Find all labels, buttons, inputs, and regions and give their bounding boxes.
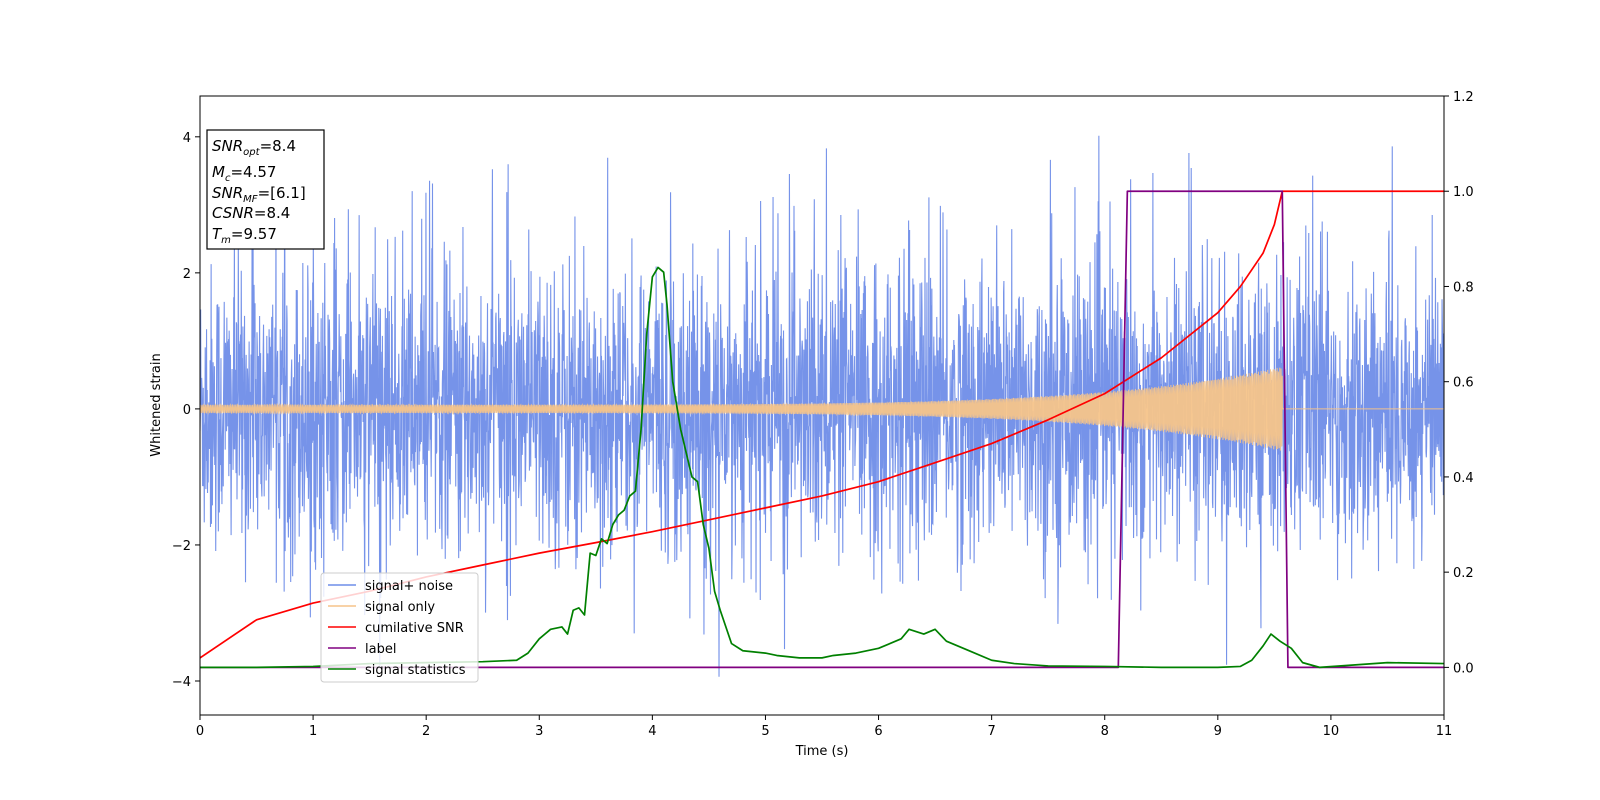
x-tick-label: 10	[1323, 724, 1340, 739]
y2-tick-label: 0.8	[1453, 280, 1474, 295]
legend-entry-signal-only: signal only	[328, 600, 435, 615]
series-label-line	[200, 190, 1444, 669]
annotation-snr-mf: SNRMF=[6.1]	[212, 184, 306, 205]
y-tick-label: −2	[172, 539, 191, 554]
svg-text:label: label	[365, 642, 396, 657]
y-axis-ticks: −4 −2 0 2 4	[172, 131, 200, 690]
legend: signal+ noise signal only cumilative SNR…	[320, 572, 479, 683]
legend-entry-signal-statistics: signal statistics	[328, 663, 466, 678]
y2-tick-label: 1.0	[1453, 185, 1474, 200]
legend-entry-cumulative-snr: cumilative SNR	[328, 621, 464, 636]
x-tick-label: 4	[648, 724, 656, 739]
y2-tick-label: 1.2	[1453, 90, 1474, 105]
y2-tick-label: 0.4	[1453, 471, 1474, 486]
x-tick-label: 1	[309, 724, 317, 739]
x-tick-label: 11	[1436, 724, 1453, 739]
x-axis-label: Time (s)	[795, 744, 849, 759]
x-tick-label: 7	[987, 724, 995, 739]
x-tick-label: 6	[874, 724, 882, 739]
annotation-mc: Mc=4.57	[212, 163, 276, 184]
y2-tick-label: 0.6	[1453, 376, 1474, 391]
x-tick-label: 9	[1214, 724, 1222, 739]
x-tick-label: 5	[761, 724, 769, 739]
x-axis-ticks: 0 1 2 3 4 5 6 7 8 9 10 11	[196, 715, 1452, 739]
svg-text:signal only: signal only	[365, 600, 435, 615]
y-tick-label: 2	[183, 267, 191, 282]
annotation-tm: Tm=9.57	[212, 225, 277, 246]
annotation-box: SNRopt=8.4 Mc=4.57 SNRMF=[6.1] CSNR=8.4 …	[206, 129, 325, 250]
svg-text:signal+ noise: signal+ noise	[365, 579, 453, 594]
legend-entry-signal-noise: signal+ noise	[328, 579, 453, 594]
x-tick-label: 2	[422, 724, 430, 739]
series-signal-statistics-line	[200, 266, 1444, 669]
series-signal-only-line	[200, 367, 1444, 451]
legend-entry-label: label	[328, 642, 396, 657]
annotation-snr-opt: SNRopt=8.4	[212, 137, 296, 158]
svg-text:signal statistics: signal statistics	[365, 663, 466, 678]
plot-frame	[199, 95, 1445, 716]
y2-tick-label: 0.0	[1453, 661, 1474, 676]
y2-axis-ticks: 0.0 0.2 0.4 0.6 0.8 1.0 1.2	[1444, 90, 1474, 676]
x-tick-label: 8	[1101, 724, 1109, 739]
y-tick-label: 0	[183, 403, 191, 418]
y2-tick-label: 0.2	[1453, 566, 1474, 581]
y-axis-label: Whitened strain	[149, 353, 164, 456]
y-tick-label: 4	[183, 131, 191, 146]
annotation-csnr: CSNR=8.4	[212, 204, 290, 222]
x-tick-label: 3	[535, 724, 543, 739]
svg-text:cumilative SNR: cumilative SNR	[365, 621, 464, 636]
x-tick-label: 0	[196, 724, 204, 739]
y-tick-label: −4	[172, 675, 191, 690]
